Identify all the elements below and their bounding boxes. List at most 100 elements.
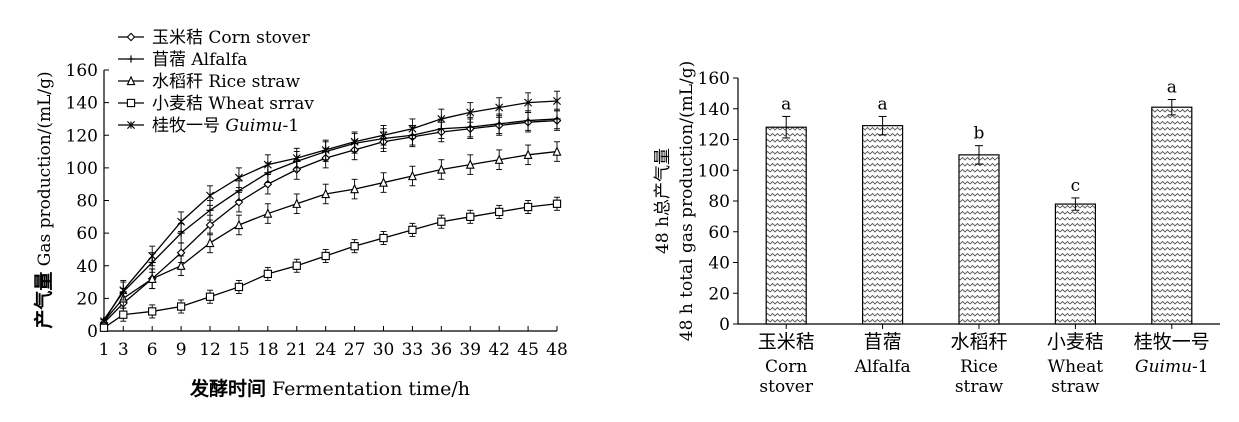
square-marker <box>263 269 273 279</box>
x-tick-label: 39 <box>459 340 481 360</box>
triangle-marker <box>523 149 533 159</box>
category-label-en-line2: straw <box>955 377 1004 397</box>
bar-group: a <box>1151 78 1193 325</box>
significance-letter: a <box>1167 78 1177 98</box>
bar-group: c <box>1054 176 1097 325</box>
bar-y-tick-label: 100 <box>698 161 730 181</box>
y-tick-label: 60 <box>76 224 98 244</box>
bar-chart: 0 20 40 60 80 100 120 140 160 48 h总产气量 48 h total … <box>653 61 1220 397</box>
y-tick-label: 100 <box>66 159 98 179</box>
bar <box>958 154 1000 325</box>
diamond-marker <box>205 220 215 230</box>
significance-letter: a <box>878 94 888 114</box>
triangle-marker <box>126 75 136 86</box>
square-marker <box>321 251 330 261</box>
square-marker <box>292 261 301 270</box>
bar <box>861 125 904 325</box>
triangle-marker <box>176 260 186 270</box>
square-marker <box>523 202 533 212</box>
x-tick-label: 3 <box>118 340 129 360</box>
square-marker <box>495 207 504 217</box>
x-tick-label: 18 <box>257 340 279 360</box>
bar-y-tick-label: 140 <box>698 100 730 120</box>
significance-letter: b <box>974 124 985 144</box>
y-axis-title: 产气量 Gas production/(mL/g) <box>32 71 55 328</box>
square-marker <box>379 233 388 243</box>
category-label-en: Alfalfa <box>854 357 911 377</box>
category-label-cn: 水稻秆 <box>950 331 1007 353</box>
square-marker <box>205 292 215 301</box>
square-marker <box>119 310 128 319</box>
category-label-cn: 玉米秸 <box>758 331 815 353</box>
significance-letter: a <box>781 94 791 114</box>
y-tick-label: 120 <box>66 126 98 146</box>
y-tick-label: 140 <box>66 94 98 114</box>
square-marker <box>234 282 244 292</box>
triangle-marker <box>494 154 504 164</box>
series-line <box>103 203 558 329</box>
triangle-marker <box>436 164 446 174</box>
square-marker <box>99 323 109 332</box>
bar-y-tick-label: 160 <box>698 69 730 89</box>
legend-label: 小麦秸 Wheat srrav <box>152 94 314 114</box>
bar-y-tick-label: 40 <box>708 254 730 274</box>
series-line <box>103 119 558 324</box>
triangle-marker <box>379 177 388 187</box>
y-tick-label: 160 <box>66 61 98 81</box>
triangle-marker <box>465 159 475 169</box>
x-axis-title: 发酵时间 Fermentation time/h <box>189 377 470 400</box>
x-tick-label: 33 <box>402 340 424 360</box>
triangle-marker <box>407 170 417 181</box>
series-4 <box>100 90 561 326</box>
category-label-en-line2: straw <box>1051 377 1100 397</box>
bar <box>1054 203 1097 325</box>
triangle-marker <box>234 219 244 230</box>
bar-y-tick-label: 20 <box>708 284 730 304</box>
square-marker <box>552 199 562 208</box>
x-tick-label: 27 <box>344 340 366 360</box>
x-tick-label: 1 <box>99 340 110 360</box>
x-tick-label: 48 <box>546 340 568 360</box>
series-1 <box>100 108 561 324</box>
square-marker <box>148 307 157 316</box>
x-tick-label: 15 <box>228 340 250 360</box>
x-tick-label: 24 <box>315 340 337 360</box>
y-tick-label: 80 <box>76 192 98 212</box>
category-label-en: Corn <box>765 357 807 377</box>
category-label-cn: 苜蓿 <box>864 331 902 353</box>
x-tick-label: 36 <box>431 340 453 360</box>
bar-y-tick-label: 0 <box>719 315 730 335</box>
square-marker <box>126 98 136 108</box>
square-marker <box>466 212 475 221</box>
bar-y-tick-label: 60 <box>708 223 730 243</box>
legend-label: 苜蓿 Alfalfa <box>152 50 247 70</box>
bar-group: b <box>958 124 1000 325</box>
bar-y-axis-title: 48 h总产气量 <box>653 148 673 254</box>
x-tick-label: 12 <box>199 340 221 360</box>
triangle-marker <box>292 198 302 208</box>
category-label-en: Rice <box>960 357 998 377</box>
square-marker <box>350 242 359 251</box>
triangle-marker <box>552 146 562 156</box>
triangle-marker <box>321 188 331 199</box>
triangle-marker <box>350 183 360 194</box>
category-label-en: Guimu-1 <box>1135 357 1209 377</box>
bar-group: a <box>861 94 904 325</box>
category-label-cn: 桂牧一号 <box>1134 331 1210 353</box>
y-tick-label: 40 <box>76 257 98 277</box>
category-label-en-line2: stover <box>759 377 813 397</box>
x-tick-label: 21 <box>286 340 308 360</box>
triangle-marker <box>205 237 215 248</box>
series-line <box>103 150 558 322</box>
category-label-en: Wheat <box>1048 357 1104 377</box>
triangle-marker <box>263 208 273 218</box>
series-2 <box>99 141 562 326</box>
triangle-marker <box>147 273 157 283</box>
legend-label: 水稻秆 Rice straw <box>152 72 300 92</box>
bar-y-tick-label: 120 <box>698 131 730 151</box>
legend-label: 桂牧一号 Guimu-1 <box>152 116 299 136</box>
square-marker <box>408 225 417 235</box>
